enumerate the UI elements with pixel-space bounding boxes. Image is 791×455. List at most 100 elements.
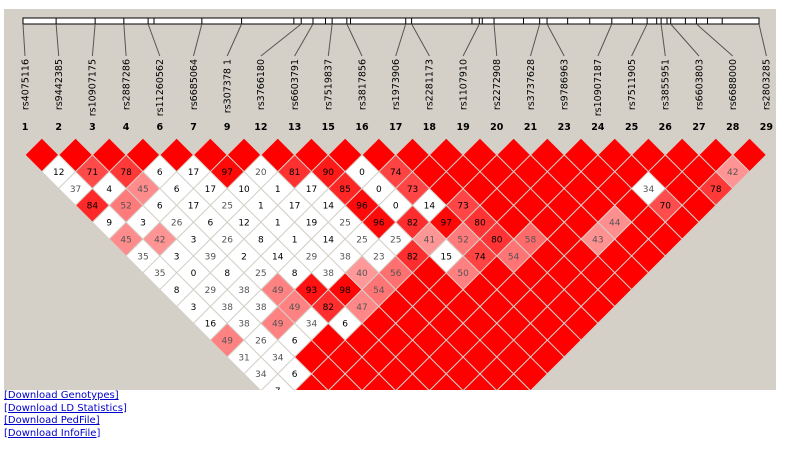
- snp-index-label: 7: [190, 122, 197, 133]
- ld-cell-value: 25: [356, 235, 367, 245]
- ld-cell-value: 82: [323, 303, 334, 313]
- ld-cell-value: 74: [390, 168, 402, 178]
- snp-position-connector: [696, 23, 734, 57]
- snp-index-label: 21: [524, 122, 537, 133]
- ld-cell-value: 50: [457, 269, 469, 279]
- ld-cell-value: 29: [205, 286, 217, 296]
- ld-cell-value: 29: [306, 252, 318, 262]
- ld-cell-value: 38: [255, 303, 267, 313]
- ld-cell-value: 31: [238, 353, 249, 363]
- ld-cell-value: 8: [174, 286, 180, 296]
- ld-cell: [294, 373, 329, 390]
- ld-cell-value: 0: [359, 168, 365, 178]
- ld-cell: [496, 373, 531, 390]
- snp-position-connector: [123, 23, 127, 57]
- snp-index-label: 3: [89, 122, 96, 133]
- ld-cell: [328, 373, 362, 390]
- ld-cell-value: 96: [373, 219, 385, 229]
- snp-index-label: 18: [423, 122, 437, 133]
- snp-position-connector: [660, 23, 666, 57]
- ld-cell-value: 14: [424, 202, 436, 212]
- ld-cell-value: 97: [441, 219, 452, 229]
- ld-cell-value: 70: [660, 202, 672, 212]
- ld-cell-value: 37: [70, 185, 81, 195]
- snp-position-connector: [758, 23, 767, 57]
- ld-cell-value: 9: [106, 219, 112, 229]
- ld-cell-value: 10: [238, 185, 250, 195]
- ld-cell-value: 80: [474, 219, 486, 229]
- ld-cell-value: 6: [292, 370, 298, 380]
- snp-position-connector: [147, 23, 161, 57]
- snp-position-connector: [530, 23, 541, 57]
- ld-cell-value: 54: [508, 252, 520, 262]
- ld-cell-value: 15: [441, 252, 452, 262]
- ld-cell-value: 1: [258, 202, 264, 212]
- ld-cell-value: 17: [188, 168, 199, 178]
- snp-position-connector: [493, 23, 498, 57]
- ld-cell-value: 49: [272, 286, 284, 296]
- ld-cell-value: 12: [238, 219, 249, 229]
- ld-cell-value: 6: [207, 219, 213, 229]
- ld-cell-value: 1: [275, 185, 281, 195]
- snp-index-label: 6: [156, 122, 163, 133]
- ld-cell-value: 3: [191, 235, 197, 245]
- snp-position-connector: [193, 23, 203, 57]
- ld-cell-value: 78: [120, 168, 132, 178]
- ld-cell-value: 25: [221, 202, 232, 212]
- ld-cell-value: 17: [289, 202, 300, 212]
- ld-plot-panel: rs4075116 1 rs9442385 2 rs10907175 3 rs2887286…: [4, 9, 776, 390]
- snp-position-connector: [55, 23, 60, 57]
- ld-cell-value: 26: [171, 219, 183, 229]
- snp-position-connector: [260, 23, 302, 57]
- snp-index-label: 12: [254, 122, 267, 133]
- ld-cell-value: 56: [390, 269, 402, 279]
- download-genotypes-link[interactable]: [Download Genotypes]: [4, 390, 119, 401]
- download-pedfile-link[interactable]: [Download PedFile]: [4, 415, 100, 427]
- ld-cell-value: 25: [255, 269, 266, 279]
- ld-cell-value: 17: [306, 185, 317, 195]
- snp-rsid-label: rs10907175: [88, 59, 99, 116]
- ld-cell-value: 34: [643, 185, 655, 195]
- ld-cell-value: 49: [289, 303, 301, 313]
- ld-cell: [362, 373, 396, 390]
- ld-cell-value: 17: [188, 202, 199, 212]
- snp-index-label: 29: [760, 122, 773, 133]
- snp-rsid-label: rs2281173: [425, 59, 436, 110]
- download-infofile-link[interactable]: [Download InfoFile]: [4, 427, 101, 439]
- snp-rsid-label: rs1107910: [458, 59, 469, 110]
- snp-position-connector: [546, 23, 565, 57]
- ld-cell: [463, 373, 497, 390]
- ld-cell-value: 44: [609, 219, 621, 229]
- ld-cell-value: 38: [323, 269, 335, 279]
- ld-cell-value: 58: [525, 235, 537, 245]
- snp-position-connector: [226, 23, 243, 57]
- snp-index-label: 26: [659, 122, 673, 133]
- ld-cell-value: 23: [373, 252, 384, 262]
- ld-cell-value: 39: [205, 252, 217, 262]
- snp-rsid-label: rs2887286: [121, 59, 132, 110]
- ld-cell-value: 93: [306, 286, 317, 296]
- snp-position-connector: [670, 23, 700, 57]
- ld-cell-value: 34: [255, 370, 267, 380]
- snp-rsid-label: rs6603791: [290, 59, 301, 110]
- download-ld-statistics-link[interactable]: [Download LD Statistics]: [4, 402, 127, 414]
- ld-cell-value: 80: [491, 235, 503, 245]
- snp-rsid-label: rs3737628: [526, 59, 537, 110]
- ld-cell-value: 4: [106, 185, 112, 195]
- ld-cell-value: 43: [592, 235, 603, 245]
- snp-index-label: 24: [591, 122, 605, 133]
- snp-position-connector: [631, 23, 648, 57]
- ld-cell-value: 38: [238, 320, 250, 330]
- ld-cell-value: 34: [306, 320, 318, 330]
- ld-cell-value: 16: [205, 320, 217, 330]
- snp-index-label: 17: [389, 122, 402, 133]
- ld-cell: [260, 373, 295, 390]
- snp-position-connector: [395, 23, 407, 57]
- ld-cell-value: 97: [221, 168, 232, 178]
- chromosome-bar: [22, 17, 760, 25]
- ld-cell-value: 98: [339, 286, 351, 296]
- ld-heatmap: rs4075116 1 rs9442385 2 rs10907175 3 rs2887286…: [20, 17, 773, 390]
- snp-rsid-label: rs307378 1: [223, 59, 234, 113]
- ld-cell-value: 8: [224, 269, 230, 279]
